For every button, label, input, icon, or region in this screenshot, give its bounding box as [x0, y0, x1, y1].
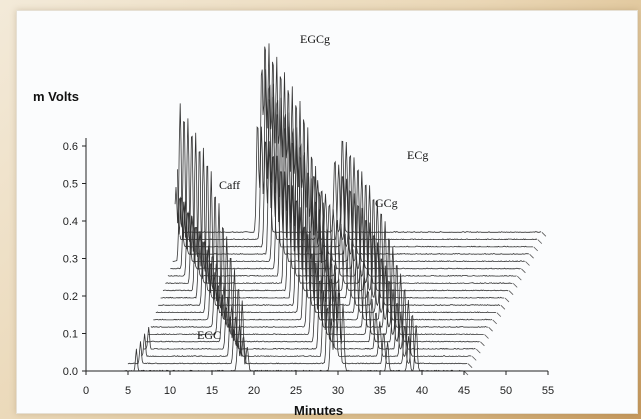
y-tick-label: 0.5 — [63, 179, 78, 191]
x-tick-label: 55 — [542, 385, 554, 397]
axes-layer — [85, 138, 548, 372]
chromatogram-trace — [177, 61, 533, 248]
trace-end-mark — [517, 275, 522, 281]
peak-label: ECg — [407, 148, 428, 162]
chromatogram-trace — [143, 228, 476, 350]
y-tick-label: 0.1 — [63, 329, 78, 341]
x-tick-label: 0 — [83, 385, 89, 397]
y-tick-label: 0.3 — [63, 254, 78, 266]
trace-end-mark — [533, 246, 538, 252]
trace-end-mark — [521, 268, 526, 274]
y-tick-label: 0.0 — [63, 366, 78, 378]
trace-end-mark — [508, 290, 514, 295]
peak-labels-layer: EGC Caff EGCg GCg ECg — [197, 32, 428, 342]
x-axis-title: Minutes — [294, 403, 343, 418]
trace-end-mark — [500, 305, 506, 310]
x-tick-label: 5 — [125, 385, 131, 397]
trace-end-mark — [504, 297, 510, 303]
trace-end-mark — [492, 319, 497, 325]
chromatogram-trace — [123, 278, 464, 372]
x-tick-label: 30 — [332, 385, 344, 397]
trace-end-mark — [467, 363, 473, 368]
peak-label: EGC — [197, 328, 221, 342]
chromatogram-trace — [182, 46, 542, 233]
chromatogram-trace — [172, 76, 525, 263]
x-tick-label: 20 — [248, 385, 260, 397]
y-tick-label: 0.6 — [63, 141, 78, 153]
x-tick-label: 10 — [164, 385, 176, 397]
x-tick-label: 35 — [374, 385, 386, 397]
y-tick-label: 0.4 — [63, 216, 78, 228]
trace-end-mark — [496, 312, 502, 317]
trace-end-mark — [476, 348, 481, 354]
y-axis-title: m Volts — [33, 89, 79, 104]
chromatogram-trace — [141, 241, 472, 358]
trace-end-mark — [525, 261, 530, 266]
chart-panel — [16, 10, 638, 414]
chromatogram-trace — [127, 265, 468, 365]
traces-layer — [123, 43, 547, 376]
x-tick-label: 50 — [500, 385, 512, 397]
trace-end-mark — [480, 341, 485, 347]
trace-end-mark — [463, 370, 469, 376]
x-tick-label: 40 — [416, 385, 428, 397]
trace-end-mark — [541, 232, 547, 237]
peak-label: EGCg — [300, 32, 330, 46]
ticks-layer: 0.0 0.1 0.2 0.3 0.4 0.5 0.6 0 5 10 15 20 25 30 35 40 45 5… — [63, 141, 554, 397]
trace-end-mark — [488, 326, 493, 332]
chromatogram-trace — [179, 43, 538, 241]
peak-label: Caff — [219, 178, 240, 192]
y-tick-label: 0.2 — [63, 291, 78, 303]
chromatogram-trace — [165, 86, 513, 284]
chromatogram-trace — [170, 72, 521, 270]
chromatogram-trace — [158, 119, 501, 307]
trace-end-mark — [537, 239, 543, 244]
trace-end-mark — [512, 283, 518, 288]
x-tick-label: 45 — [458, 385, 470, 397]
trace-end-mark — [484, 334, 489, 339]
chromatogram-trace — [148, 192, 484, 336]
chromatogram-trace — [146, 202, 480, 343]
chromatogram-trace — [150, 165, 488, 328]
peak-label: GCg — [375, 196, 398, 210]
x-tick-label: 25 — [290, 385, 302, 397]
trace-end-mark — [529, 253, 534, 259]
x-tick-label: 15 — [206, 385, 218, 397]
trace-end-mark — [471, 356, 477, 361]
